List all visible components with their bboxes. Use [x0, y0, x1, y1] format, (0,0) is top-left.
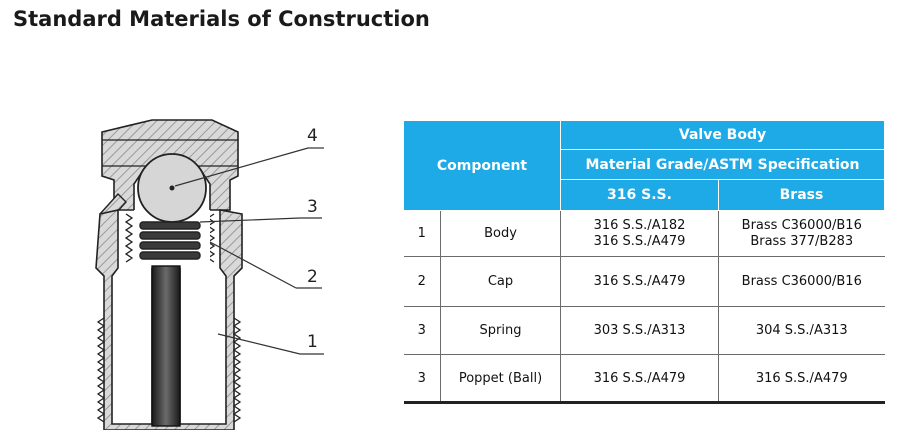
ss-spec-line: 316 S.S./A479: [593, 233, 686, 249]
header-valve-body: Valve Body: [560, 120, 885, 150]
row-ss-spec: 303 S.S./A313: [560, 306, 719, 355]
row-ss-spec: 316 S.S./A479: [560, 354, 719, 404]
row-number: 3: [403, 306, 441, 355]
row-component: Poppet (Ball): [440, 354, 561, 404]
callout-3: 3: [307, 197, 318, 217]
row-brass-spec: Brass C36000/B16: [718, 256, 885, 307]
table-row: 1 Body 316 S.S./A182 316 S.S./A479 Brass…: [403, 210, 885, 257]
header-316-ss: 316 S.S.: [560, 179, 719, 211]
brass-spec-line: Brass C36000/B16: [741, 217, 862, 233]
row-ss-spec: 316 S.S./A479: [560, 256, 719, 307]
callout-1: 1: [307, 332, 318, 352]
valve-cross-section-diagram: 4 3 2 1: [60, 118, 350, 431]
header-component: Component: [403, 120, 561, 211]
table-row: 3 Poppet (Ball) 316 S.S./A479 316 S.S./A…: [403, 354, 885, 404]
brass-spec-line: Brass 377/B283: [750, 233, 854, 249]
row-number: 3: [403, 354, 441, 404]
page-title: Standard Materials of Construction: [13, 7, 430, 31]
row-ss-spec: 316 S.S./A182 316 S.S./A479: [560, 210, 719, 257]
callout-2: 2: [307, 267, 318, 287]
header-material-grade: Material Grade/ASTM Specification: [560, 149, 885, 180]
row-component: Body: [440, 210, 561, 257]
row-component: Spring: [440, 306, 561, 355]
header-brass: Brass: [718, 179, 885, 211]
valve-cross-section-drawing: [95, 119, 324, 431]
materials-table: Component Valve Body Material Grade/ASTM…: [403, 120, 885, 404]
row-brass-spec: 316 S.S./A479: [718, 354, 885, 404]
callout-4: 4: [307, 126, 318, 146]
row-brass-spec: 304 S.S./A313: [718, 306, 885, 355]
table-row: 2 Cap 316 S.S./A479 Brass C36000/B16: [403, 256, 885, 307]
table-row: 3 Spring 303 S.S./A313 304 S.S./A313: [403, 306, 885, 355]
ss-spec-line: 316 S.S./A182: [593, 217, 686, 233]
row-number: 1: [403, 210, 441, 257]
row-brass-spec: Brass C36000/B16 Brass 377/B283: [718, 210, 885, 257]
row-number: 2: [403, 256, 441, 307]
row-component: Cap: [440, 256, 561, 307]
